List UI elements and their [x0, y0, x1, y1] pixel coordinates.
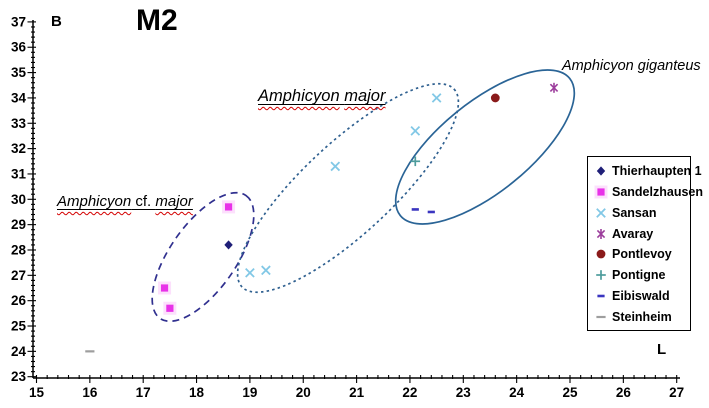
group-label-0: Amphicyon cf. major	[57, 193, 193, 210]
legend-label: Pontlevoy	[612, 247, 672, 262]
data-points	[85, 82, 559, 353]
x-tick-label: 15	[29, 385, 45, 400]
y-tick-label: 31	[11, 166, 27, 181]
y-tick-label: 23	[11, 369, 27, 384]
legend-marker-plus	[596, 270, 606, 281]
x-tick-label: 24	[509, 385, 525, 400]
group-label-part: Amphicyon giganteus	[562, 58, 701, 74]
y-tick-label: 30	[11, 192, 26, 207]
y-tick-labels: 23 24 25 26 27 28 29 30 31 32 33 34 35 36 37	[11, 14, 27, 384]
y-tick-label: 24	[11, 344, 27, 359]
data-point	[261, 265, 271, 276]
y-axis-label: B	[51, 13, 62, 30]
data-point	[549, 82, 559, 93]
legend-marker-diamond	[596, 166, 606, 176]
x-tick-label: 27	[669, 385, 684, 400]
group-ellipse-2	[394, 69, 576, 225]
y-tick-label: 29	[11, 217, 26, 232]
y-tick-label: 33	[11, 116, 27, 131]
x-tick-label: 23	[456, 385, 472, 400]
legend-marker-square	[594, 185, 608, 199]
group-label-1: Amphicyon major	[258, 87, 385, 106]
y-tick-label: 27	[11, 268, 26, 283]
data-point	[163, 301, 177, 315]
legend-label: Eibiswald	[612, 289, 670, 304]
chart-title: M2	[136, 4, 178, 37]
x-tick-label: 25	[562, 385, 578, 400]
legend-marker-dash	[597, 294, 605, 298]
x-ticks	[35, 375, 678, 383]
y-tick-label: 34	[11, 90, 27, 105]
group-label-part: major	[344, 87, 386, 105]
data-point	[158, 281, 172, 295]
x-tick-label: 18	[189, 385, 205, 400]
group-label-part: Amphicyon	[258, 87, 340, 105]
x-tick-label: 16	[82, 385, 98, 400]
legend-marker-longdash	[596, 315, 606, 319]
data-point	[245, 267, 255, 278]
legend-item: Sandelzhausen	[593, 185, 703, 199]
y-tick-label: 25	[11, 319, 27, 334]
legend-item: Avaray	[593, 227, 688, 241]
x-axis-label: L	[657, 341, 667, 358]
y-tick-label: 36	[11, 40, 27, 55]
legend-marker-circle	[596, 249, 606, 259]
y-tick-label: 35	[11, 65, 27, 80]
group-ellipse-0	[151, 191, 255, 323]
group-label-part: cf.	[131, 193, 156, 210]
x-tick-label: 20	[296, 385, 311, 400]
group-label-part: Amphicyon	[57, 193, 132, 210]
legend-item: Sansan	[593, 206, 688, 220]
y-tick-label: 37	[11, 14, 26, 29]
group-label-2: Amphicyon giganteus	[562, 58, 701, 74]
data-point	[431, 93, 442, 103]
legend-item: Thierhaupten 1	[593, 164, 702, 178]
x-tick-label: 26	[616, 385, 632, 400]
legend-item: Pontlevoy	[593, 247, 688, 261]
y-tick-label: 28	[11, 242, 27, 257]
data-point	[222, 200, 236, 214]
legend-label: Thierhaupten 1	[612, 164, 702, 178]
group-label-part: major	[155, 193, 193, 210]
x-tick-label: 21	[349, 385, 365, 400]
legend-marker-x	[596, 207, 606, 218]
legend-item: Steinheim	[593, 310, 688, 324]
group-ellipse-1	[236, 82, 460, 294]
data-point	[490, 93, 500, 103]
data-point	[224, 240, 233, 250]
x-tick-label: 22	[402, 385, 417, 400]
legend-label: Sansan	[612, 205, 657, 220]
legend-label: Pontigne	[612, 268, 666, 283]
y-ticks	[27, 21, 36, 378]
legend: Thierhaupten 1 Sandelzhausen Sansan Avaray P…	[587, 156, 703, 331]
legend-item: Eibiswald	[593, 289, 688, 303]
legend-marker-star	[596, 228, 606, 239]
x-tick-label: 17	[136, 385, 151, 400]
legend-label: Sandelzhausen	[612, 184, 703, 199]
y-tick-label: 32	[11, 141, 26, 156]
legend-label: Steinheim	[612, 309, 672, 324]
data-point	[330, 161, 341, 172]
x-tick-label: 19	[242, 385, 257, 400]
legend-item: Pontigne	[593, 268, 688, 282]
x-tick-labels: 15 16 17 18 19 20 21 22 23 24 25 26 27	[29, 385, 684, 400]
data-point	[410, 126, 421, 136]
legend-label: Avaray	[612, 226, 654, 241]
data-point	[410, 156, 421, 167]
y-tick-label: 26	[11, 293, 27, 308]
